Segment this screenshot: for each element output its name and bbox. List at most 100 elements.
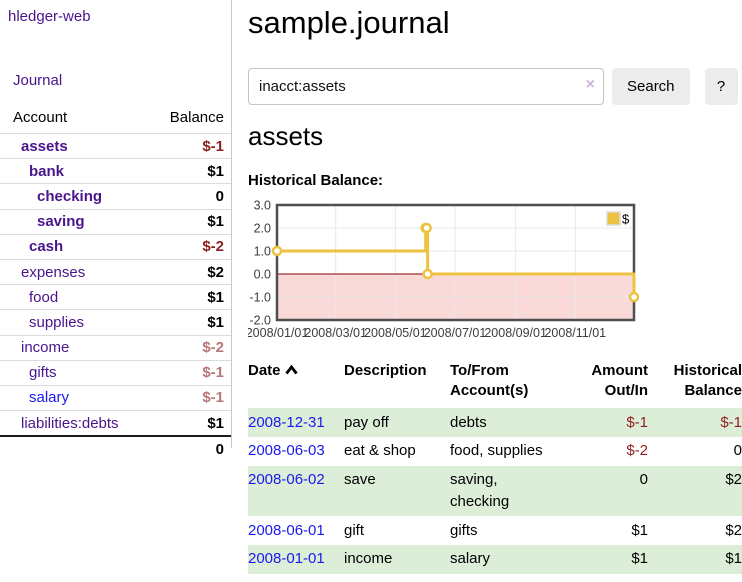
svg-text:2008/07/01: 2008/07/01 — [424, 326, 487, 340]
account-row: supplies $1 — [0, 309, 231, 335]
transaction-balance: $2 — [725, 521, 742, 539]
account-balance: $-1 — [152, 384, 231, 411]
app-title-link[interactable]: hledger-web — [8, 8, 91, 25]
transaction-balance: $2 — [725, 471, 742, 489]
svg-text:$: $ — [622, 211, 630, 226]
transaction-accounts: gifts — [450, 521, 478, 539]
transaction-description: income — [344, 550, 393, 568]
transaction-row: 2008-12-31 pay off debts $-1 $-1 — [248, 408, 742, 437]
account-link[interactable]: cash — [29, 238, 64, 256]
sort-ascending-icon — [284, 364, 298, 375]
svg-text:2008/05/01: 2008/05/01 — [364, 326, 427, 340]
transaction-description: pay off — [344, 413, 389, 431]
svg-text:-1.0: -1.0 — [249, 290, 271, 304]
account-row: income $-2 — [0, 334, 231, 361]
transaction-amount: $-1 — [626, 413, 648, 431]
transaction-amount: $1 — [631, 521, 648, 539]
account-row: bank $1 — [0, 158, 231, 184]
transaction-balance: $-1 — [720, 413, 742, 431]
account-heading: assets — [248, 121, 324, 152]
account-balance: $1 — [152, 309, 231, 335]
account-link[interactable]: income — [21, 339, 70, 357]
account-balance: $1 — [152, 410, 231, 437]
svg-text:3.0: 3.0 — [254, 199, 271, 213]
transaction-row: 2008-06-03 eat & shop food, supplies $-2… — [248, 437, 742, 466]
account-link[interactable]: supplies — [29, 313, 85, 331]
main-content: sample.journal × Search ? assets Histori… — [248, 0, 742, 574]
description-column-header: Description — [344, 361, 427, 379]
accounts-total-row: 0 — [0, 435, 231, 463]
account-balance: $-1 — [152, 132, 231, 159]
account-balance: $-1 — [152, 359, 231, 386]
transaction-accounts: saving, checking — [450, 471, 510, 510]
account-balance: $1 — [152, 284, 231, 310]
account-row: assets $-1 — [0, 132, 231, 159]
transaction-accounts: food, supplies — [450, 442, 543, 460]
transaction-date-link[interactable]: 2008-06-03 — [248, 442, 325, 460]
search-button[interactable]: Search — [612, 68, 690, 106]
transaction-amount: 0 — [639, 471, 648, 489]
account-balance: $-2 — [152, 334, 231, 361]
account-balance: 0 — [152, 183, 231, 210]
account-link[interactable]: gifts — [29, 364, 57, 382]
svg-text:2008/09/01: 2008/09/01 — [484, 326, 547, 340]
account-balance: $1 — [152, 158, 231, 184]
transaction-row: 2008-06-01 gift gifts $1 $2 — [248, 516, 742, 545]
accounts-column-header: To/From Account(s) — [450, 361, 529, 399]
svg-text:2.0: 2.0 — [254, 221, 271, 235]
transaction-date-link[interactable]: 2008-06-02 — [248, 471, 325, 489]
account-balance: $-2 — [152, 233, 231, 260]
transaction-accounts: salary — [450, 550, 491, 568]
accounts-total-value: 0 — [152, 435, 231, 463]
account-row: cash $-2 — [0, 233, 231, 260]
account-row: salary $-1 — [0, 384, 231, 411]
balance-column-header: Balance — [169, 109, 224, 126]
account-link[interactable]: checking — [37, 187, 103, 205]
transaction-row: 2008-01-01 income salary $1 $1 — [248, 544, 742, 574]
accounts-table: Account Balance assets $-1 bank $1 check… — [0, 106, 231, 463]
historical-balance-chart: -2.0 -1.0 0.0 1.0 2.0 3.0 2008/01/012008/03/01… — [248, 199, 640, 340]
account-link[interactable]: expenses — [21, 263, 86, 281]
account-link[interactable]: assets — [21, 137, 68, 155]
svg-text:1.0: 1.0 — [254, 244, 271, 258]
svg-text:2008/03/01: 2008/03/01 — [304, 326, 367, 340]
transaction-description: gift — [344, 521, 365, 539]
transaction-amount: $1 — [631, 550, 648, 568]
svg-text:-2.0: -2.0 — [249, 313, 271, 327]
help-button[interactable]: ? — [704, 68, 738, 106]
transaction-row: 2008-06-02 save saving, checking 0 $2 — [248, 465, 742, 517]
transaction-date-link[interactable]: 2008-01-01 — [248, 550, 325, 568]
account-row: gifts $-1 — [0, 359, 231, 386]
date-column-header[interactable]: Date — [248, 359, 344, 409]
account-link[interactable]: food — [29, 288, 59, 306]
transaction-date-link[interactable]: 2008-12-31 — [248, 413, 325, 431]
account-row: checking 0 — [0, 183, 231, 210]
account-balance: $1 — [152, 208, 231, 235]
search-bar: × Search ? — [248, 68, 742, 106]
account-link[interactable]: liabilities:debts — [21, 414, 119, 432]
balance-column-header-register: Historical Balance — [673, 361, 742, 399]
register-table: Date Description To/From Account(s) Amou… — [248, 359, 742, 574]
transaction-amount: $-2 — [626, 442, 648, 460]
transaction-description: save — [344, 471, 376, 489]
svg-text:0.0: 0.0 — [254, 267, 271, 281]
transaction-balance: 0 — [733, 442, 742, 460]
account-link[interactable]: salary — [29, 389, 70, 407]
transaction-description: eat & shop — [344, 442, 416, 460]
clear-search-icon[interactable]: × — [585, 76, 595, 94]
account-link[interactable]: bank — [29, 162, 65, 180]
svg-text:2008/11/01: 2008/11/01 — [544, 326, 606, 340]
account-row: liabilities:debts $1 — [0, 410, 231, 437]
account-row: saving $1 — [0, 208, 231, 235]
amount-column-header: Amount Out/In — [591, 361, 648, 399]
account-row: expenses $2 — [0, 258, 231, 285]
transaction-date-link[interactable]: 2008-06-01 — [248, 521, 325, 539]
account-column-header: Account — [13, 109, 68, 126]
search-input[interactable] — [248, 68, 604, 106]
account-balance: $2 — [152, 258, 231, 285]
svg-text:2008/01/01: 2008/01/01 — [248, 326, 308, 340]
account-link[interactable]: saving — [37, 213, 85, 231]
sidebar-item-journal[interactable]: Journal — [13, 72, 63, 89]
sidebar: hledger-web Journal Account Balance asse… — [0, 0, 232, 463]
account-row: food $1 — [0, 284, 231, 310]
